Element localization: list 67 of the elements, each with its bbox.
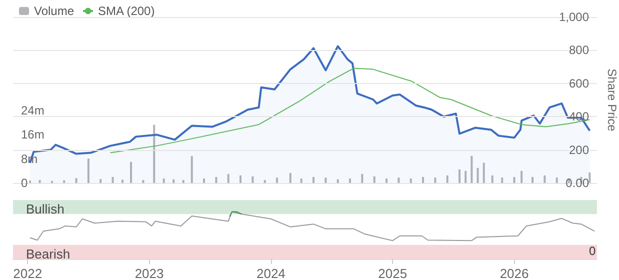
- bar: [227, 174, 230, 183]
- bar: [300, 178, 302, 183]
- bar: [153, 124, 156, 183]
- bar: [513, 176, 516, 183]
- bar: [398, 178, 400, 183]
- x-tick-label: 2026: [500, 266, 529, 280]
- x-tick-label: 2024: [256, 266, 286, 280]
- bar: [162, 178, 165, 183]
- bar: [112, 176, 114, 183]
- bar: [142, 180, 144, 183]
- bar: [386, 178, 388, 183]
- legend-label: Volume: [34, 4, 74, 18]
- bar: [446, 175, 448, 183]
- bar: [100, 179, 102, 183]
- x-tick-label: 2025: [378, 266, 408, 280]
- bar: [240, 175, 242, 183]
- bar: [464, 170, 467, 183]
- band-label: Bearish: [26, 246, 70, 262]
- x-tick-label: 2022: [13, 266, 42, 280]
- y-axis-title: Share Price: [604, 68, 619, 132]
- bar: [349, 178, 352, 183]
- bar: [182, 180, 184, 183]
- bar: [215, 176, 218, 183]
- x-tick-label: 2023: [134, 266, 164, 280]
- y-tick-label: 1,000: [558, 10, 590, 24]
- y2-tick-label: 24m: [21, 104, 44, 118]
- bar: [122, 180, 124, 183]
- bar: [476, 168, 479, 183]
- bar: [324, 178, 327, 183]
- bar: [491, 175, 494, 183]
- bar: [190, 156, 193, 183]
- line-series: [110, 68, 590, 154]
- bar: [130, 162, 132, 183]
- y-tick-label: 800: [568, 43, 590, 58]
- bar: [482, 162, 485, 183]
- y2-tick-label: 16m: [21, 128, 44, 142]
- bar: [38, 180, 41, 183]
- bar: [361, 174, 364, 183]
- bar: [556, 178, 558, 183]
- bar: [458, 169, 461, 183]
- bar: [252, 176, 254, 183]
- bar: [410, 178, 412, 183]
- annotation: 0: [589, 244, 596, 258]
- y-tick-label: 0.00: [566, 176, 590, 190]
- bar: [264, 180, 266, 183]
- band-label: Bullish: [26, 202, 64, 217]
- bar: [276, 178, 278, 183]
- bar: [544, 175, 546, 183]
- bar: [203, 178, 206, 183]
- bar: [312, 176, 315, 183]
- bar: [172, 179, 175, 183]
- bar: [422, 176, 424, 183]
- bar: [87, 158, 90, 183]
- bar: [520, 170, 523, 183]
- legend-label: SMA (200): [98, 4, 155, 18]
- y-tick-label: 200: [568, 142, 590, 157]
- bar: [470, 156, 473, 183]
- bar: [336, 179, 339, 183]
- bar: [532, 176, 534, 183]
- y2-tick-label: 0: [21, 176, 28, 190]
- bar: [373, 176, 376, 183]
- bar: [588, 172, 591, 183]
- bar: [75, 178, 78, 183]
- y-tick-label: 600: [568, 76, 590, 90]
- bar: [434, 178, 436, 183]
- bar: [289, 173, 292, 183]
- bar: [501, 178, 504, 183]
